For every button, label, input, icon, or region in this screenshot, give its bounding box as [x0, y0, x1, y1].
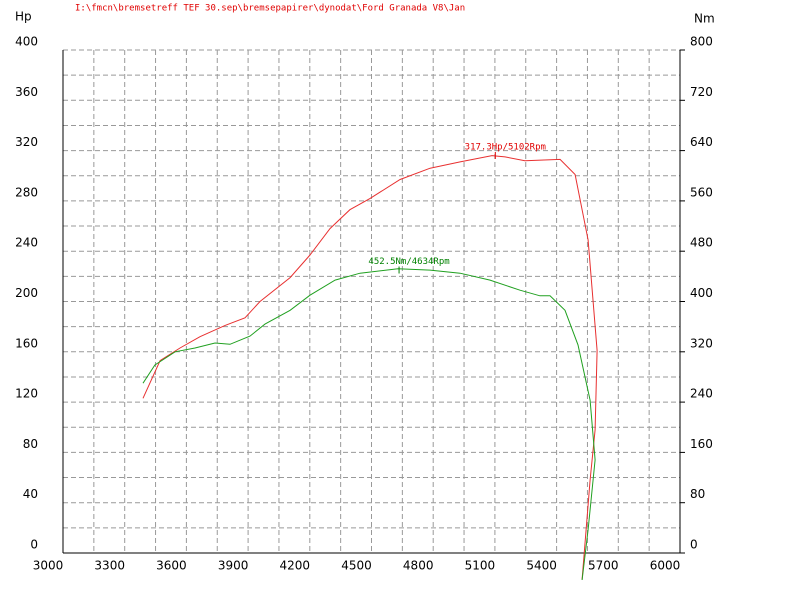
x-tick-label: 4800 — [403, 559, 434, 573]
x-tick-label: 4500 — [341, 559, 372, 573]
y2-tick-label: 80 — [690, 487, 705, 501]
y2-tick-label: 0 — [690, 538, 698, 552]
y2-tick-label: 560 — [690, 185, 713, 199]
y2-tick-label: 400 — [690, 286, 713, 300]
x-tick-label: 5100 — [465, 559, 496, 573]
annotation: 452.5Nm/4634Rpm — [368, 257, 449, 267]
x-tick-label: 3000 — [33, 559, 64, 573]
y2-tick-label: 160 — [690, 437, 713, 451]
y-tick-label: 40 — [23, 487, 38, 501]
x-tick-label: 5400 — [526, 559, 557, 573]
y-tick-label: 0 — [30, 538, 38, 552]
y-tick-label: 120 — [15, 387, 38, 401]
y2-tick-label: 240 — [690, 387, 713, 401]
y-tick-label: 320 — [15, 135, 38, 149]
y2-tick-label: 720 — [690, 85, 713, 99]
y-tick-label: 240 — [15, 236, 38, 250]
x-tick-label: 3600 — [156, 559, 187, 573]
line — [142, 155, 598, 580]
x-tick-label: 3900 — [218, 559, 249, 573]
x-tick-label: 3300 — [94, 559, 125, 573]
x-tick-label: 4200 — [280, 559, 311, 573]
y2-tick-label: 800 — [690, 35, 713, 49]
y2-tick-label: 640 — [690, 135, 713, 149]
line — [142, 268, 596, 581]
y-tick-label: 360 — [15, 85, 38, 99]
y-tick-label: 160 — [15, 336, 38, 350]
y2-tick-label: 480 — [690, 236, 713, 250]
y-tick-label: 80 — [23, 437, 38, 451]
y2-axis-title: Nm — [694, 12, 715, 26]
chart-title: I:\fmcn\bremsetreff TEF 30.sep\bremsepap… — [75, 4, 465, 14]
y-tick-label: 200 — [15, 286, 38, 300]
x-tick-label: 6000 — [650, 559, 681, 573]
annotation: 317.3Hp/5102Rpm — [465, 142, 546, 152]
x-tick-label: 5700 — [588, 559, 619, 573]
y-axis-title: Hp — [15, 10, 32, 24]
y-tick-label: 280 — [15, 185, 38, 199]
y2-tick-label: 320 — [690, 336, 713, 350]
y-tick-label: 400 — [15, 35, 38, 49]
